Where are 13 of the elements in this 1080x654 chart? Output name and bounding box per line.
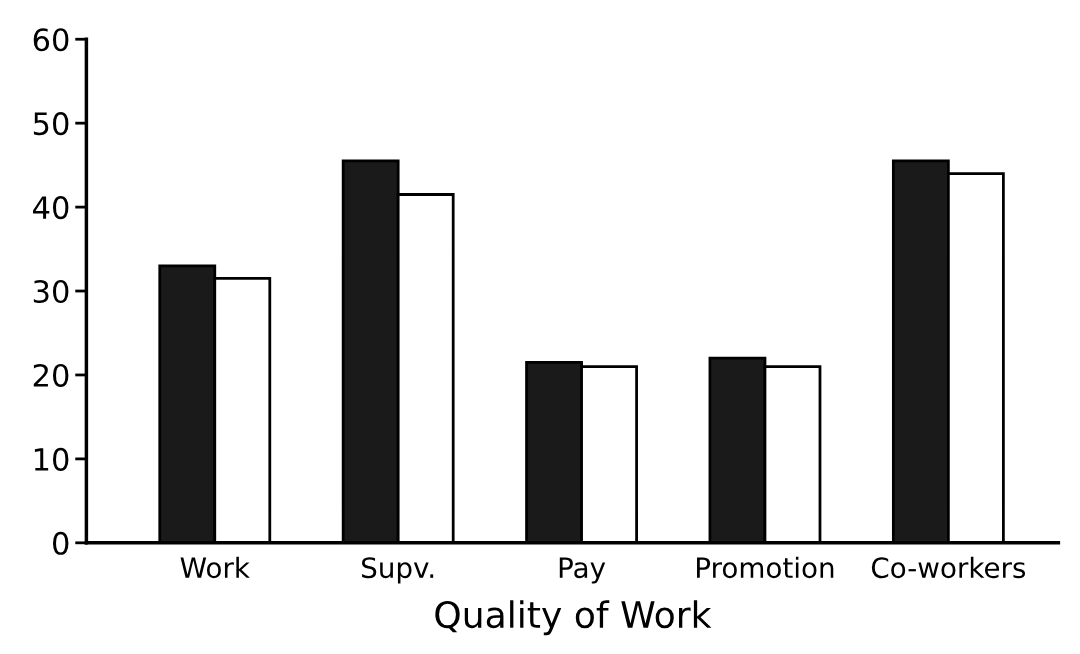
y-tick-label: 10 [34,447,69,471]
x-tick-label: Work [180,556,250,579]
x-tick-label: Supv. [362,557,434,584]
y-tick-label: 40 [33,196,69,220]
y-tick-label: 60 [33,28,69,52]
y-tick-label: 20 [33,363,69,387]
x-tick-label: Promotion [697,556,834,579]
x-tick-label: Co-workers [871,556,1026,579]
y-tick-label: 0 [53,531,69,555]
y-tick-label: 30 [33,279,69,304]
x-tick-label: Pay [559,557,606,584]
y-tick-label: 50 [33,112,69,136]
x-axis-title: Quality of Work [435,600,712,636]
